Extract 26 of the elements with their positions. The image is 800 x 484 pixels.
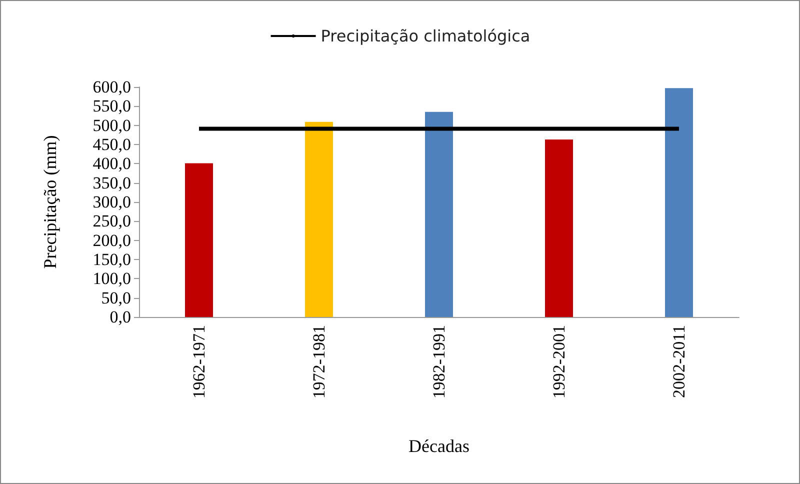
y-tick-label: 200,0 <box>92 230 131 250</box>
bar <box>425 112 453 317</box>
y-tick-label: 250,0 <box>92 212 131 231</box>
y-tick-label: 0,0 <box>110 308 131 326</box>
bar <box>665 88 693 317</box>
y-tick-label: 450,0 <box>92 135 131 154</box>
x-tick-label: 1982-1991 <box>430 325 448 399</box>
legend-label: Precipitação climatológica <box>320 26 530 46</box>
y-tick-label: 550,0 <box>92 96 131 116</box>
x-tick-label: 1972-1981 <box>310 325 328 399</box>
y-tick-label: 350,0 <box>92 173 131 192</box>
y-tick-label: 400,0 <box>92 154 131 174</box>
bar <box>545 140 573 317</box>
y-tick-label: 500,0 <box>92 116 131 135</box>
bar <box>185 163 213 317</box>
y-axis-title: Precipitação (mm) <box>40 135 60 269</box>
y-tick-label: 100,0 <box>92 269 131 288</box>
y-tick-label: 150,0 <box>92 250 131 269</box>
x-tick-label: 1962-1971 <box>190 325 208 399</box>
y-tick-label: 50,0 <box>101 288 131 308</box>
bar <box>305 122 333 317</box>
x-tick-label: 1992-2001 <box>550 325 568 399</box>
x-tick-label: 2002-2011 <box>670 325 688 398</box>
y-tick-label: 600,0 <box>92 78 131 96</box>
y-tick-label: 300,0 <box>92 192 131 212</box>
x-axis-title: Décadas <box>408 436 470 456</box>
